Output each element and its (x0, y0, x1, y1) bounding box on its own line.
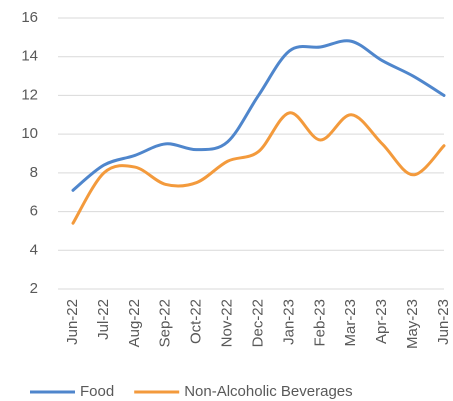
series-line (71, 111, 446, 225)
x-tick-label: Jul-22 (95, 299, 112, 340)
x-tick-label: Aug-22 (126, 299, 143, 347)
x-tick-label: Nov-22 (219, 299, 236, 347)
x-tick-label: May-23 (404, 299, 421, 349)
x-tick-label: Sep-22 (157, 299, 174, 347)
x-tick-label: Mar-23 (342, 299, 359, 347)
y-tick-label: 10 (21, 125, 38, 142)
y-tick-label: 16 (21, 9, 38, 26)
legend-label: Non-Alcoholic Beverages (184, 383, 352, 400)
y-tick-label: 6 (30, 203, 38, 220)
y-tick-label: 12 (21, 86, 38, 103)
y-tick-label: 8 (30, 164, 38, 181)
y-tick-label: 4 (30, 241, 38, 258)
y-tick-label: 2 (30, 280, 38, 297)
x-tick-label: Oct-22 (188, 299, 205, 344)
series-line (71, 39, 446, 192)
x-tick-label: Jun-22 (64, 299, 81, 345)
legend-label: Food (80, 383, 114, 400)
x-tick-label: Feb-23 (311, 299, 328, 347)
x-tick-label: Apr-23 (373, 299, 390, 344)
y-tick-label: 14 (21, 48, 38, 65)
x-tick-label: Dec-22 (249, 299, 266, 347)
x-tick-label: Jun-23 (435, 299, 452, 345)
x-tick-label: Jan-23 (280, 299, 297, 345)
